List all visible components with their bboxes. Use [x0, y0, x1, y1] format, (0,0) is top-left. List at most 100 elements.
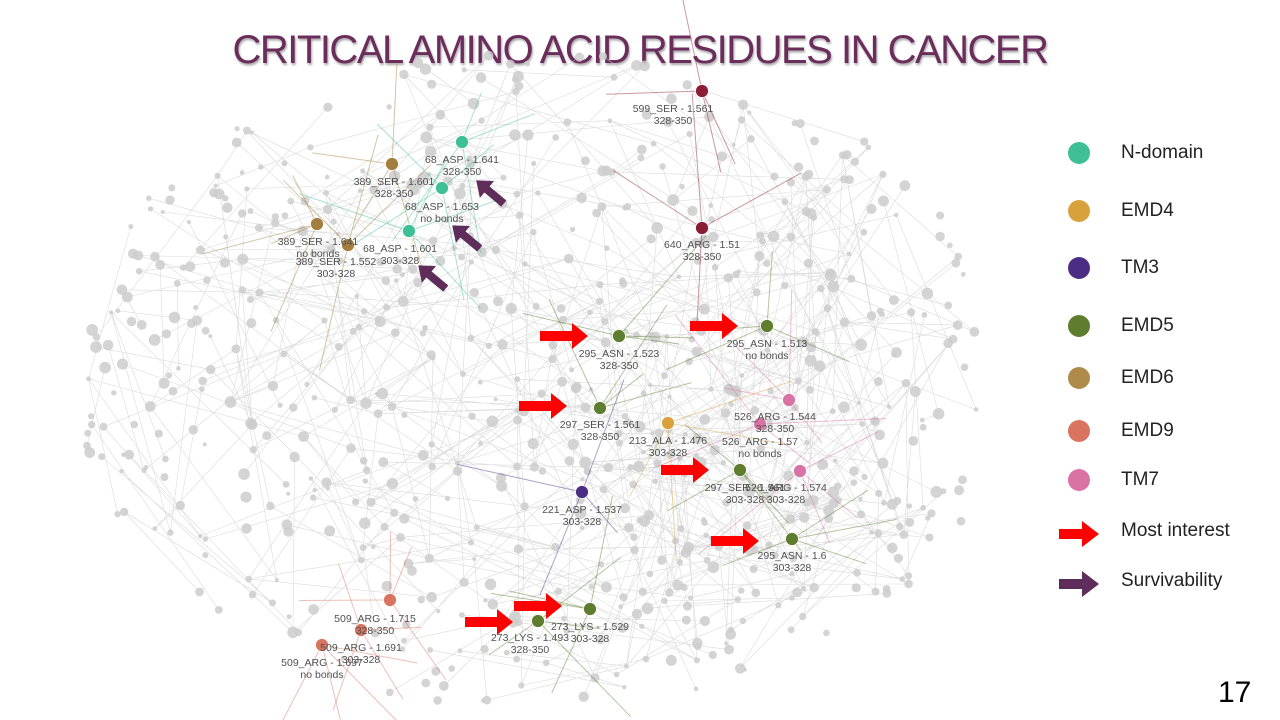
background-node [638, 587, 647, 596]
background-node [936, 211, 945, 220]
background-node [717, 151, 728, 162]
background-node [197, 533, 203, 539]
background-node [685, 357, 693, 366]
highlighted-edge [618, 235, 707, 337]
background-node [588, 584, 594, 590]
background-node [580, 156, 590, 166]
background-node [289, 451, 300, 463]
background-node [720, 408, 731, 418]
highlighted-edge [682, 0, 703, 92]
background-node [438, 681, 449, 691]
background-node [682, 80, 692, 90]
background-node [676, 274, 682, 279]
background-node [417, 449, 429, 461]
background-node [165, 195, 175, 205]
background-node [160, 209, 165, 215]
background-node [881, 499, 887, 506]
highlighted-edge [270, 223, 318, 332]
background-node [724, 644, 734, 655]
background-node [648, 382, 653, 388]
background-node [413, 277, 423, 288]
background-node [84, 429, 92, 437]
background-node [891, 347, 902, 358]
highlighted-edge [791, 489, 869, 540]
background-node [109, 310, 114, 315]
background-node [861, 473, 868, 481]
background-node [401, 637, 407, 644]
background-node [692, 433, 703, 444]
background-node [522, 261, 528, 267]
highlighted-edge [674, 314, 761, 425]
residue-label: 389_SER - 1.552 [296, 256, 377, 268]
residue-label: 303-328 [649, 447, 688, 459]
background-node [899, 530, 909, 539]
highlighted-edge [312, 152, 393, 165]
background-node [459, 182, 466, 189]
background-node [676, 559, 684, 566]
background-node [798, 336, 809, 347]
highlighted-edge [389, 547, 412, 601]
background-node [124, 449, 135, 460]
background-node [242, 126, 252, 135]
background-node [340, 655, 346, 661]
highlighted-edge [581, 379, 625, 493]
background-node [412, 496, 419, 502]
background-node [708, 650, 717, 660]
background-node [822, 185, 831, 194]
highlighted-edge [791, 538, 867, 565]
residue-label: 303-328 [571, 633, 610, 645]
background-node [879, 311, 885, 318]
background-node [482, 695, 492, 705]
residue-label: 328-350 [581, 431, 620, 443]
background-node [298, 431, 309, 442]
background-node [239, 170, 245, 175]
legend-label: TM3 [1121, 257, 1159, 278]
background-node [925, 515, 931, 521]
background-node [693, 686, 699, 692]
background-node [321, 317, 328, 324]
highlighted-edge [629, 422, 669, 497]
residue-label: 273_LYS - 1.493 [491, 632, 569, 644]
background-node [136, 320, 147, 330]
survivability-arrow [418, 265, 449, 292]
legend-swatch [1068, 315, 1090, 337]
background-node [478, 117, 485, 124]
background-node [448, 665, 456, 672]
background-node [765, 494, 772, 501]
background-node [906, 503, 913, 509]
background-node [461, 67, 467, 73]
background-node [483, 50, 494, 61]
background-node [419, 330, 427, 337]
background-node [882, 585, 891, 593]
residue-label: no bonds [745, 350, 788, 362]
highlighted-edge [360, 629, 404, 700]
background-node [417, 596, 425, 604]
highlighted-edge [522, 312, 620, 337]
background-node [245, 417, 257, 430]
background-node [334, 342, 343, 351]
background-node [130, 420, 139, 429]
residue-node [341, 238, 355, 252]
background-node [428, 441, 435, 448]
background-node [786, 232, 796, 242]
most-interest-arrow [711, 528, 759, 554]
background-node [698, 234, 711, 247]
background-node [785, 483, 792, 491]
background-node [472, 557, 477, 561]
background-node [422, 326, 428, 331]
background-node [620, 503, 630, 514]
background-node [505, 302, 517, 315]
background-node [161, 329, 172, 339]
background-node [459, 577, 469, 587]
background-node [466, 155, 473, 162]
background-node [563, 253, 574, 264]
background-node [266, 501, 275, 511]
highlighted-edge [696, 227, 703, 329]
background-node [866, 311, 877, 321]
background-node [659, 163, 666, 170]
background-node [248, 590, 257, 599]
background-node [935, 231, 945, 242]
background-node [244, 186, 250, 192]
highlighted-edge [618, 335, 679, 345]
residue-label: 303-328 [767, 494, 806, 506]
